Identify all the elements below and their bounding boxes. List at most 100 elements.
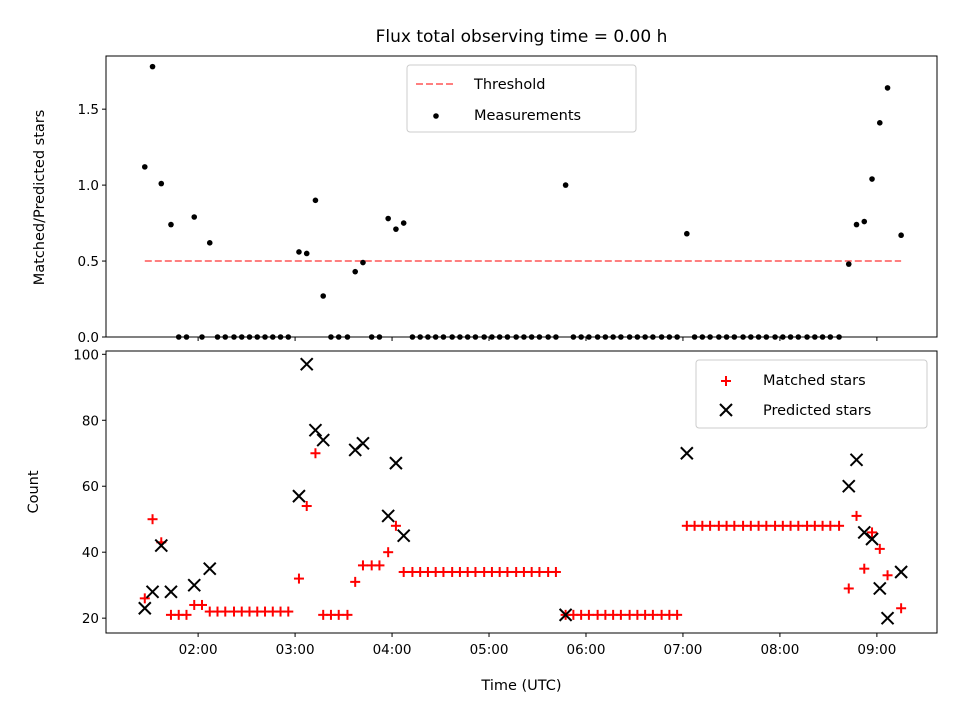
bottom-data-marks [138,357,908,625]
measurements-point [876,120,883,126]
legend-predicted-swatch [719,403,733,417]
x-tick-label: 07:00 [663,642,702,658]
bottom-plot-frame [105,350,938,634]
count-panel: Count Time (UTC) 20 40 60 80 100 02:00 03:00 04… [26,347,938,694]
x-tick-label: 03:00 [276,642,315,658]
predicted-stars-point [880,611,895,625]
matched-stars-point [583,609,594,620]
measurements-point [562,182,569,188]
x-tick-label: 09:00 [857,642,896,658]
x-tick-label: 04:00 [373,642,412,658]
measurements-point [400,220,407,226]
matched-stars-point [398,566,409,577]
measurements-point [869,176,875,182]
bottom-legend-box [695,359,928,429]
matched-stars-point [834,520,845,531]
predicted-stars-point [381,509,395,523]
measurements-point [898,232,904,239]
legend-matched-label: Matched stars [763,373,866,389]
x-axis-label: Time (UTC) [480,678,561,694]
y-tick-label: 1.0 [78,178,99,194]
predicted-stars-point [300,357,314,371]
y-tick-label: 20 [82,611,99,627]
bottom-y-axis-label: Count [26,470,42,513]
measurements-point [393,226,399,232]
matched-stars-point [390,520,401,531]
matched-stars-point [293,573,304,584]
measurements-point [296,249,302,255]
matched-stars-point [729,520,740,531]
matched-stars-point [534,566,545,577]
legend-measurements-label: Measurements [474,108,581,124]
predicted-stars-point [308,423,323,437]
chart-title: Flux total observing time = 0.00 h [376,27,668,47]
measurements-point [360,259,366,266]
matched-stars-point [867,527,878,538]
measurements-point [141,164,148,170]
matched-stars-point [825,520,836,531]
measurements-point [861,218,868,225]
predicted-stars-point [164,585,178,599]
measurements-point [845,261,852,267]
matched-stars-point [502,566,513,577]
top-plot-frame [105,55,938,338]
top-legend: Threshold Measurements [406,64,637,133]
measurements-point [884,85,891,91]
matched-stars-point [896,603,907,614]
predicted-stars-point [203,561,217,576]
matched-stars-point [220,606,231,617]
predicted-stars-point [154,538,168,553]
legend-threshold-label: Threshold [473,77,545,93]
y-tick-label: 0.5 [78,254,99,270]
predicted-stars-point [292,489,306,503]
y-tick-label: 40 [82,545,99,561]
matched-stars-point [761,520,772,531]
matched-stars-point [882,570,893,581]
predicted-stars-point [316,433,330,447]
matched-stars-point [196,599,207,610]
matched-stars-point [283,606,294,617]
measurements-point [303,250,310,257]
measurements-point [191,214,198,220]
y-tick-label: 0.0 [78,330,99,346]
predicted-stars-point [389,456,403,470]
legend-measurements-swatch [433,113,439,119]
matched-stars-point [672,609,683,620]
predicted-stars-point [138,601,152,615]
predicted-stars-point [894,565,908,579]
matched-stars-point [851,510,862,521]
matched-stars-point [383,547,394,558]
measurements-point [149,63,156,70]
matched-stars-point [310,448,321,459]
predicted-stars-point [356,436,370,451]
y-tick-label: 80 [82,413,99,429]
predicted-stars-point [558,608,573,622]
top-axis-ticks: 0.0 0.5 1.0 1.5 [78,102,878,346]
y-tick-label: 60 [82,479,99,495]
ratio-panel: Flux total observing time = 0.00 h Match… [32,27,938,346]
matched-stars-point [859,563,870,574]
y-tick-label: 100 [73,347,99,363]
matched-stars-point [342,609,353,620]
measurements-point [168,221,174,228]
predicted-stars-point [187,578,201,592]
matched-stars-point [647,609,658,620]
x-tick-label: 06:00 [567,642,606,658]
predicted-stars-point [873,581,887,596]
predicted-stars-point [849,453,864,467]
matched-stars-point [333,609,344,620]
matched-stars-point [843,583,854,594]
matched-stars-point [470,566,481,577]
measurements-point [853,221,860,228]
matched-stars-point [301,501,312,512]
predicted-stars-point [680,446,694,460]
measurements-point [158,180,165,187]
matched-stars-point [705,520,716,531]
matched-stars-point [181,609,192,620]
measurements-point [312,197,319,204]
matched-stars-point [438,566,449,577]
measurements-point [385,215,391,222]
measurements-point [320,293,327,299]
top-legend-box [406,64,637,133]
predicted-stars-point [865,532,879,546]
